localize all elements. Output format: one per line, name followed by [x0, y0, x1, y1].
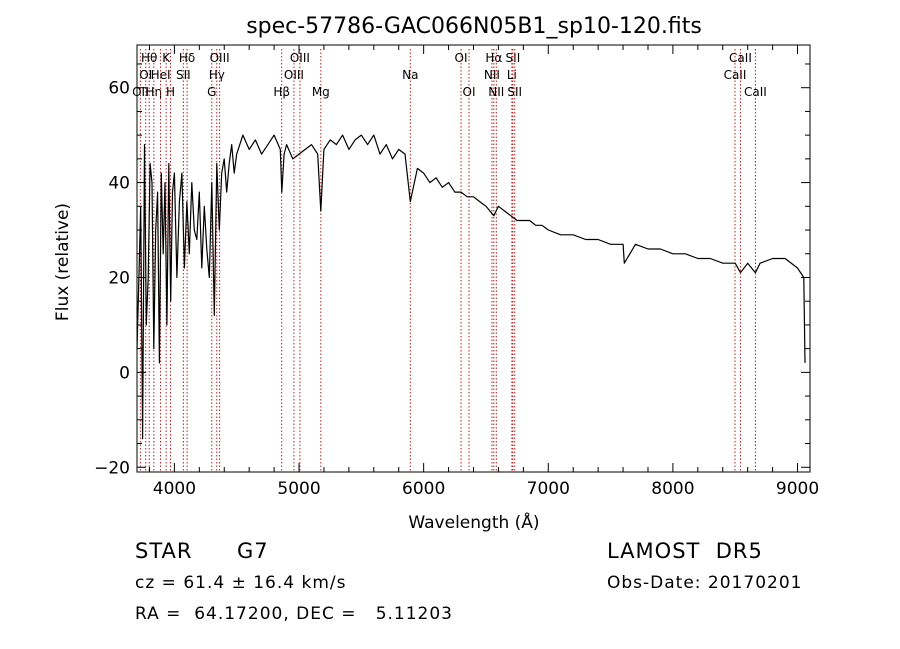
- marker-label-16: Na: [402, 68, 418, 82]
- marker-label-19: NII: [484, 68, 500, 82]
- marker-label-5: K: [162, 51, 171, 65]
- marker-label-11: OIII: [210, 51, 230, 65]
- line-markers: OIIOIHθHηHeIKHSIIHδGHγOIIIHβOIIIOIIIMgNa…: [132, 49, 767, 472]
- y-tick-label-4: 60: [108, 79, 130, 99]
- marker-label-21: NII: [488, 85, 504, 99]
- object-class: STAR: [135, 539, 193, 563]
- x-tick-label-1: 5000: [277, 479, 320, 499]
- x-tick-label-2: 6000: [402, 479, 445, 499]
- x-axis-label: Wavelength (Å): [408, 511, 539, 533]
- marker-label-17: OI: [455, 51, 468, 65]
- obs-date: Obs-Date: 20170201: [607, 573, 803, 593]
- marker-label-24: SII: [507, 85, 522, 99]
- y-axis: −20 0 20 40 60: [94, 63, 810, 478]
- spectrum-line-0: [136, 134, 806, 440]
- marker-label-14: OIII: [290, 51, 310, 65]
- y-tick-label-1: 0: [119, 363, 130, 383]
- marker-label-3: Hη: [146, 85, 163, 99]
- y-tick-label-2: 20: [108, 268, 130, 288]
- redshift-text: cz = 61.4 ± 16.4 km/s: [135, 573, 347, 593]
- chart-title: spec-57786-GAC066N05B1_sp10-120.fits: [246, 14, 702, 39]
- marker-label-2: Hθ: [141, 51, 157, 65]
- marker-label-23: SII: [506, 51, 521, 65]
- marker-label-13: OIII: [284, 68, 304, 82]
- survey-name: LAMOST DR5: [607, 539, 763, 563]
- marker-label-22: Li: [507, 68, 517, 82]
- y-tick-label-3: 40: [108, 174, 130, 194]
- marker-label-0: OII: [132, 85, 149, 99]
- coordinates: RA = 64.17200, DEC = 5.11203: [135, 604, 453, 624]
- marker-label-12: Hβ: [273, 85, 290, 99]
- marker-label-25: CaII: [724, 68, 747, 82]
- marker-label-10: Hγ: [209, 68, 225, 82]
- marker-label-26: CaII: [729, 51, 752, 65]
- x-tick-label-0: 4000: [153, 479, 196, 499]
- marker-label-6: H: [166, 85, 175, 99]
- x-tick-label-4: 8000: [651, 479, 694, 499]
- object-subclass: G7: [237, 539, 269, 563]
- marker-label-4: HeI: [151, 68, 171, 82]
- x-axis: 4000 5000 6000 7000 8000 9000: [148, 45, 819, 499]
- marker-label-20: Hα: [485, 51, 502, 65]
- marker-label-8: Hδ: [179, 51, 195, 65]
- marker-label-9: G: [207, 85, 216, 99]
- series-layer: [136, 134, 806, 440]
- x-tick-label-3: 7000: [527, 479, 570, 499]
- marker-label-15: Mg: [312, 85, 330, 99]
- marker-label-7: SII: [176, 68, 191, 82]
- marker-label-18: OI: [463, 85, 476, 99]
- y-tick-label-0: −20: [94, 458, 130, 478]
- marker-label-27: CaII: [744, 85, 767, 99]
- y-axis-label: Flux (relative): [53, 203, 73, 321]
- x-tick-label-5: 9000: [776, 479, 819, 499]
